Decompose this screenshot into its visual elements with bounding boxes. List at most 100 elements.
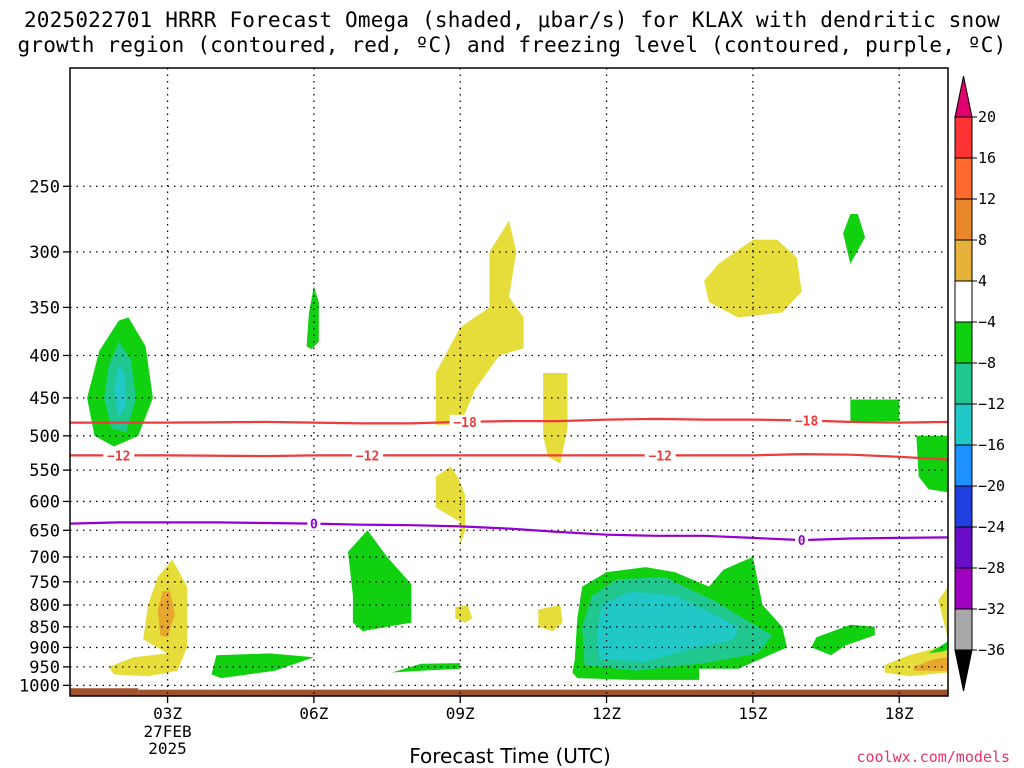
contour-label-bg <box>791 413 823 428</box>
y-tick-label: 300 <box>29 243 60 263</box>
plot-frame <box>69 67 949 697</box>
chart-title-line-2: growth region (contoured, red, ºC) and f… <box>17 33 1007 57</box>
colorbar-label: 16 <box>978 149 996 167</box>
y-tick-label: 400 <box>29 346 60 366</box>
y-tick-label: 250 <box>29 177 60 197</box>
y-tick-label: 450 <box>29 389 60 409</box>
omega-region-19 <box>850 399 900 422</box>
x-axis-title: Forecast Time (UTC) <box>409 744 611 768</box>
colorbar-label: 4 <box>978 272 987 290</box>
omega-region-11 <box>455 605 473 623</box>
colorbar-label: 12 <box>978 190 996 208</box>
y-tick-label: 750 <box>29 573 60 593</box>
x-tick-label: 18Z <box>885 704 914 723</box>
colorbar-bin <box>954 239 973 282</box>
omega-region-5 <box>306 286 319 350</box>
colorbar-bin <box>954 444 973 487</box>
contour-label-bg <box>352 448 384 463</box>
omega-region-21 <box>916 435 948 493</box>
contour-dgz-m12 <box>70 452 949 461</box>
chart-title-line-1: 2025022701 HRRR Forecast Omega (shaded, … <box>23 8 1001 32</box>
omega-region-8 <box>391 663 461 673</box>
omega-region-20 <box>811 624 875 656</box>
y-tick-label: 550 <box>29 461 60 481</box>
omega-region-12 <box>543 373 568 464</box>
omega-region-6 <box>211 653 314 679</box>
omega-region-17 <box>704 239 802 318</box>
colorbar-label: 20 <box>978 108 996 126</box>
omega-region-25 <box>938 586 948 640</box>
colorbar-label: −12 <box>978 395 1005 413</box>
x-tick-label: 09Z <box>446 704 475 723</box>
y-tick-label: 900 <box>29 638 60 658</box>
colorbar-bin <box>954 485 973 528</box>
colorbar-bin <box>954 157 973 200</box>
y-tick-label: 600 <box>29 492 60 512</box>
colorbar-bin <box>954 567 973 610</box>
colorbar-label: −32 <box>978 600 1005 618</box>
x-tick-label: 15Z <box>738 704 767 723</box>
y-axis: 2503003504004505005506006507007508008509… <box>19 177 70 696</box>
contour-freezing-0 <box>69 521 949 542</box>
colorbar-arrow-bottom <box>954 649 973 692</box>
omega-region-9 <box>435 220 524 425</box>
contour-label: −18 <box>795 415 819 430</box>
y-tick-label: 350 <box>29 298 60 318</box>
contour-label: −12 <box>107 449 130 464</box>
omega-region-4 <box>113 364 127 418</box>
contour-label-bg <box>103 448 135 463</box>
colorbar-label: −28 <box>978 559 1005 577</box>
x-tick-sublabel: 27FEB <box>143 722 191 741</box>
contour-label: −18 <box>453 416 477 431</box>
omega-region-7 <box>348 530 412 632</box>
ground-block-right <box>138 689 949 696</box>
ground-block-left <box>70 688 139 696</box>
colorbar-bin <box>954 526 973 569</box>
contour-label-bg <box>644 448 676 463</box>
colorbar-legend: 20 16 12 8 4 −4 −8 −12 −16 −20 −24 −28 −32 −36 <box>954 75 1005 692</box>
contour-label: −12 <box>356 449 379 464</box>
colorbar-bin <box>954 280 973 323</box>
omega-region-10 <box>435 466 466 547</box>
omega-region-24 <box>928 641 948 654</box>
omega-region-13 <box>538 605 563 632</box>
colorbar-arrow-top <box>954 75 973 118</box>
contour-label-bg <box>307 516 321 531</box>
y-tick-label: 700 <box>29 548 60 568</box>
omega-region-18 <box>843 214 866 264</box>
colorbar-label: −8 <box>978 354 996 372</box>
colorbar-bin <box>954 198 973 241</box>
y-tick-label: 850 <box>29 618 60 638</box>
colorbar-label: −20 <box>978 477 1005 495</box>
credit-link[interactable]: coolwx.com/models <box>856 748 1010 766</box>
omega-region-0 <box>109 559 188 677</box>
x-tick-label: 03Z <box>153 704 182 723</box>
colorbar-bin <box>954 403 973 446</box>
omega-shading <box>87 214 948 680</box>
colorbar-bin <box>954 362 973 405</box>
contour-lines: −18 −18 −12 −12 −12 0 0 <box>69 413 949 549</box>
x-tick-label: 12Z <box>592 704 621 723</box>
omega-region-16 <box>596 591 739 662</box>
ground-surface <box>70 688 949 696</box>
y-tick-label: 800 <box>29 596 60 616</box>
x-tick-sublabel: 2025 <box>148 739 187 758</box>
colorbar-label: 8 <box>978 231 987 249</box>
contour-label: 0 <box>798 534 806 549</box>
omega-region-1 <box>157 591 175 638</box>
contour-label: 0 <box>310 518 318 533</box>
colorbar-bin <box>954 608 973 651</box>
y-tick-label: 950 <box>29 658 60 678</box>
colorbar-bin <box>954 321 973 364</box>
y-tick-label: 650 <box>29 521 60 541</box>
y-tick-label: 1000 <box>19 676 60 696</box>
y-tick-label: 500 <box>29 427 60 447</box>
contour-label-bg <box>449 414 481 429</box>
colorbar-label: −36 <box>978 641 1005 659</box>
colorbar-label: −4 <box>978 313 996 331</box>
x-tick-label: 06Z <box>299 704 328 723</box>
grid-lines <box>70 68 948 696</box>
colorbar-label: −24 <box>978 518 1005 536</box>
